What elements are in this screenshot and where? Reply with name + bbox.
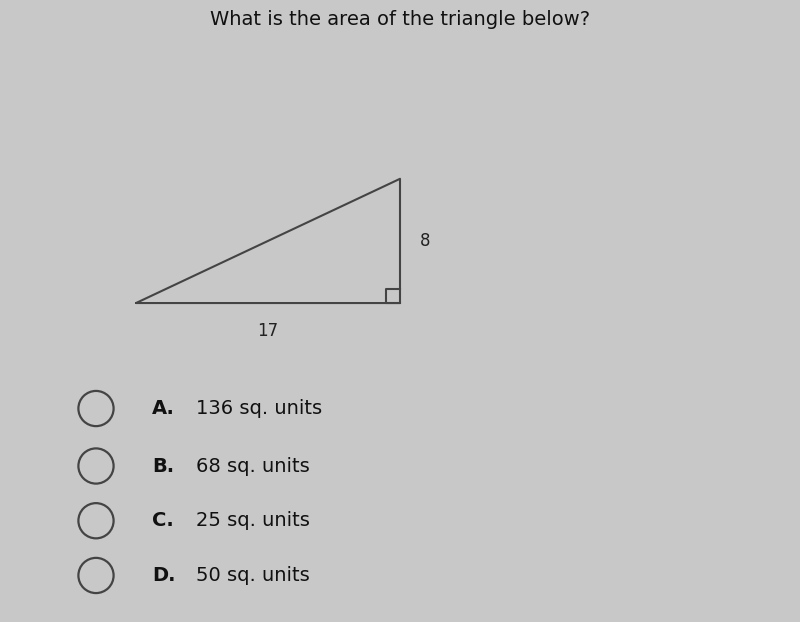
Text: What is the area of the triangle below?: What is the area of the triangle below? xyxy=(210,11,590,29)
Text: 8: 8 xyxy=(420,232,430,250)
Text: 50 sq. units: 50 sq. units xyxy=(196,566,310,585)
Text: C.: C. xyxy=(152,511,174,530)
Text: 136 sq. units: 136 sq. units xyxy=(196,399,322,418)
Text: 68 sq. units: 68 sq. units xyxy=(196,457,310,475)
Text: D.: D. xyxy=(152,566,175,585)
Text: B.: B. xyxy=(152,457,174,475)
Text: A.: A. xyxy=(152,399,175,418)
Text: 17: 17 xyxy=(258,322,278,340)
Text: 25 sq. units: 25 sq. units xyxy=(196,511,310,530)
